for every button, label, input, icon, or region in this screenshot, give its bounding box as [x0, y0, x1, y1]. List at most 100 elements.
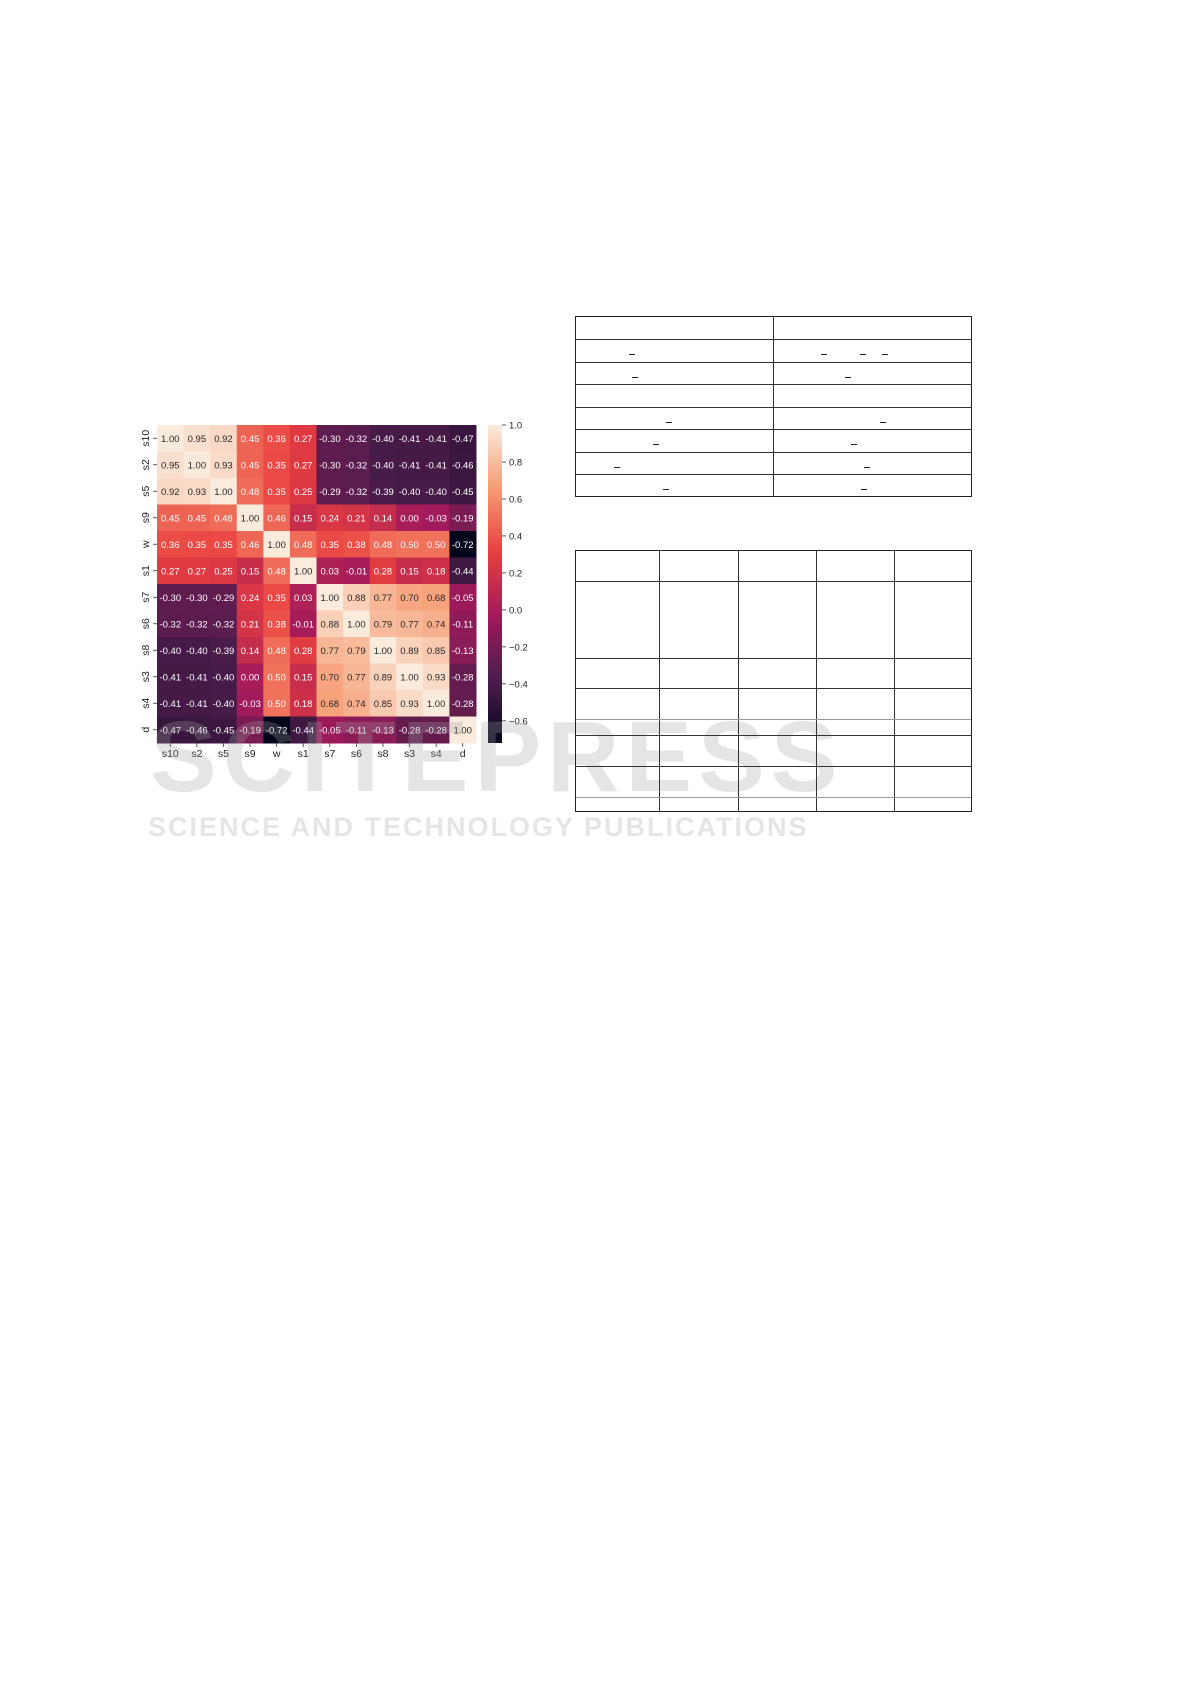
- colorbar-tick-label: 0.4: [509, 531, 522, 542]
- cell-value-label: 0.45: [161, 513, 180, 524]
- cell-value-label: -0.40: [372, 434, 394, 445]
- cell-value-label: -0.39: [372, 487, 394, 498]
- heatmap-cell: [289, 557, 317, 585]
- cell-value-label: 0.45: [241, 434, 260, 445]
- cell-value-label: 1.00: [400, 672, 419, 683]
- y-tick-label: s10: [140, 430, 152, 447]
- cell-value-label: 0.00: [241, 672, 260, 683]
- heatmap-cell: [422, 716, 450, 744]
- heatmap-cell: [236, 425, 264, 452]
- heatmap-cell: [183, 451, 211, 479]
- cell-value-label: 0.85: [374, 699, 393, 710]
- heatmap-cell: [343, 716, 371, 744]
- cell-value-label: 0.48: [267, 566, 286, 577]
- heatmap-cell: [449, 610, 477, 638]
- cell-value-label: 0.85: [427, 646, 446, 657]
- colorbar-tick-label: 1.0: [509, 421, 522, 432]
- heatmap-cell: [289, 610, 317, 638]
- cell-value-label: 0.77: [347, 672, 366, 683]
- cell-value-label: -0.72: [266, 725, 288, 736]
- cell-value-label: 0.35: [321, 540, 340, 551]
- cell-value-label: -0.40: [159, 646, 181, 657]
- x-tick-label: s10: [162, 748, 179, 760]
- cell-value-label: 0.50: [267, 672, 286, 683]
- cell-value-label: 0.77: [374, 593, 393, 604]
- cell-value-label: -0.46: [452, 460, 474, 471]
- cell-value-label: 0.89: [400, 646, 419, 657]
- cell-value-label: 0.50: [267, 699, 286, 710]
- x-tick-label: w: [272, 748, 281, 760]
- cell-value-label: 0.15: [294, 513, 313, 524]
- heatmap-cell: [289, 663, 317, 691]
- heatmap-cell: [157, 610, 185, 638]
- heatmap-cell: [396, 451, 424, 479]
- heatmap-cell: [289, 637, 317, 664]
- heatmap-cell: [157, 425, 185, 452]
- heatmap-cell: [396, 557, 424, 585]
- heatmap-cell: [183, 716, 211, 744]
- cell-value-label: 1.00: [188, 460, 207, 471]
- heatmap-cell: [289, 716, 317, 744]
- heatmap-cell: [289, 451, 317, 479]
- heatmap-cell: [263, 425, 291, 452]
- y-tick-label: s1: [140, 565, 152, 576]
- y-tick-label: s3: [140, 671, 152, 682]
- heatmap-cell: [316, 663, 344, 691]
- cell-value-label: -0.01: [346, 566, 368, 577]
- cell-value-label: 0.50: [427, 540, 446, 551]
- heatmap-cell: [183, 478, 211, 505]
- heatmap-cell: [316, 557, 344, 585]
- cell-value-label: 0.93: [188, 487, 207, 498]
- cell-value-label: 0.48: [241, 487, 260, 498]
- cell-value-label: 1.00: [267, 540, 286, 551]
- heatmap-cell: [210, 531, 238, 558]
- cell-value-label: 0.48: [374, 540, 393, 551]
- heatmap-cell: [183, 637, 211, 664]
- x-tick-label: s3: [404, 748, 415, 760]
- cell-value-label: 0.27: [294, 460, 313, 471]
- cell-value-label: 1.00: [321, 593, 340, 604]
- cell-value-label: 0.14: [374, 513, 393, 524]
- heatmap-cell: [210, 557, 238, 585]
- heatmap-cell: [236, 531, 264, 558]
- heatmap-cell: [396, 690, 424, 717]
- heatmap-cell: [210, 716, 238, 744]
- heatmap-cell: [343, 610, 371, 638]
- cell-value-label: 0.35: [267, 593, 286, 604]
- heatmap-cell: [210, 451, 238, 479]
- cell-value-label: 0.18: [427, 566, 446, 577]
- heatmap-cell: [157, 451, 185, 479]
- cell-value-label: -0.19: [239, 725, 261, 736]
- heatmap-cell: [183, 504, 211, 532]
- heatmap-cell: [422, 663, 450, 691]
- heatmap-cell: [343, 637, 371, 664]
- cell-value-label: -0.32: [346, 460, 368, 471]
- heatmap-cell: [316, 425, 344, 452]
- heatmap-cell: [396, 637, 424, 664]
- cell-value-label: 1.00: [161, 434, 180, 445]
- cell-value-label: 0.79: [374, 619, 393, 630]
- cell-value-label: -0.28: [452, 672, 474, 683]
- heatmap-cell: [449, 504, 477, 532]
- heatmap-cell: [396, 610, 424, 638]
- heatmap-cell: [422, 478, 450, 505]
- x-tick-label: s6: [351, 748, 362, 760]
- cell-value-label: 0.93: [214, 460, 233, 471]
- heatmap-cell: [157, 531, 185, 558]
- cell-value-label: 0.35: [267, 460, 286, 471]
- heatmap-cell: [183, 690, 211, 717]
- cell-value-label: 0.70: [400, 593, 419, 604]
- heatmap-cell: [422, 637, 450, 664]
- cell-value-label: 1.00: [294, 566, 313, 577]
- cell-value-label: 1.00: [214, 487, 233, 498]
- heatmap-cell: [343, 478, 371, 505]
- cell-value-label: 0.24: [321, 513, 340, 524]
- cell-value-label: -0.30: [159, 593, 181, 604]
- heatmap-cell: [396, 663, 424, 691]
- heatmap-cell: [289, 478, 317, 505]
- cell-value-label: 0.48: [294, 540, 313, 551]
- watermark-subtitle: SCIENCE AND TECHNOLOGY PUBLICATIONS: [148, 812, 809, 842]
- cell-value-label: -0.47: [452, 434, 474, 445]
- x-tick-label: s1: [298, 748, 309, 760]
- heatmap-cell: [449, 451, 477, 479]
